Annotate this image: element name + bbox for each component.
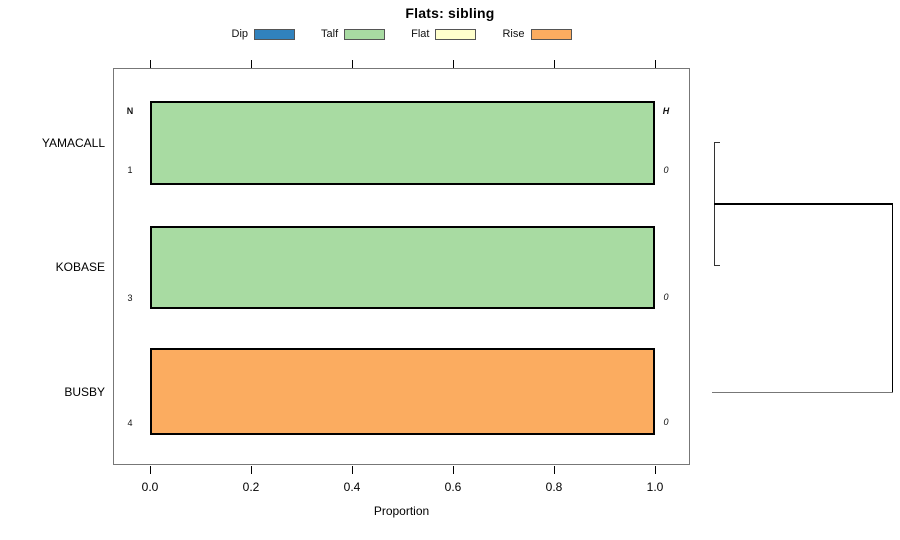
x-tick-label: 0.2	[242, 480, 260, 494]
legend-item-dip: Dip	[232, 28, 296, 40]
h-value-busby: 0	[663, 417, 669, 427]
n-value-yamacall: 1	[127, 165, 133, 175]
legend-item-rise: Rise	[502, 28, 572, 40]
bar-row-kobase	[150, 226, 655, 309]
legend-swatch-flat	[435, 28, 477, 40]
y-label-kobase: KOBASE	[55, 260, 105, 274]
legend-item-talf: Talf	[321, 28, 386, 40]
n-value-kobase: 3	[127, 293, 133, 303]
h-column-header: H	[662, 106, 670, 116]
bar-yamacall	[150, 101, 655, 185]
chart-title: Flats: sibling	[405, 5, 495, 21]
bar-busby	[150, 348, 655, 435]
top-tick	[150, 60, 151, 68]
dendrogram-merge2-vertical	[892, 204, 893, 392]
bottom-tick	[150, 466, 151, 474]
dendrogram-leaf-yamacall	[714, 142, 720, 143]
bar-row-yamacall	[150, 101, 655, 185]
bottom-tick	[655, 466, 656, 474]
dendrogram-leaf-kobase	[714, 265, 720, 266]
legend-swatch-dip	[254, 28, 296, 40]
h-value-yamacall: 0	[663, 165, 669, 175]
x-tick-label: 0.6	[444, 480, 462, 494]
legend-swatch-talf	[344, 28, 386, 40]
x-tick-label: 1.0	[646, 480, 664, 494]
top-tick	[251, 60, 252, 68]
x-axis-title: Proportion	[373, 504, 430, 518]
y-label-busby: BUSBY	[64, 385, 105, 399]
legend-label: Rise	[502, 28, 525, 40]
top-tick	[453, 60, 454, 68]
bar-row-busby	[150, 348, 655, 435]
bottom-tick	[453, 466, 454, 474]
legend-swatch-rise	[530, 28, 572, 40]
plot-area	[113, 68, 690, 465]
x-tick-label: 0.4	[343, 480, 361, 494]
n-value-busby: 4	[127, 418, 133, 428]
n-column-header: N	[126, 106, 134, 116]
legend-label: Talf	[321, 28, 339, 40]
dendrogram-leaf-busby	[712, 392, 893, 393]
x-tick-label: 0.8	[545, 480, 563, 494]
x-tick-label: 0.0	[141, 480, 159, 494]
legend-label: Dip	[231, 28, 249, 40]
top-tick	[554, 60, 555, 68]
bar-kobase	[150, 226, 655, 309]
legend-item-flat: Flat	[411, 28, 477, 40]
legend-label: Flat	[411, 28, 430, 40]
h-value-kobase: 0	[663, 292, 669, 302]
top-tick	[655, 60, 656, 68]
top-tick	[352, 60, 353, 68]
legend: Dip Talf Flat Rise	[113, 26, 690, 42]
bottom-tick	[251, 466, 252, 474]
y-label-yamacall: YAMACALL	[41, 136, 105, 150]
dendrogram-merge2-horizontal	[714, 203, 893, 205]
bottom-tick	[554, 466, 555, 474]
bottom-tick	[352, 466, 353, 474]
